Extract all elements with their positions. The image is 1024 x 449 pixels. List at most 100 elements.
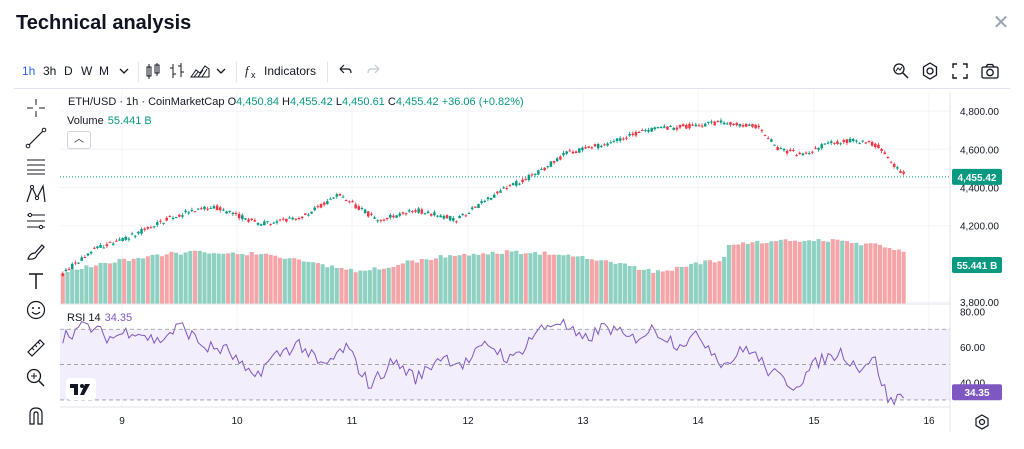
ruler-icon[interactable] [24,336,48,360]
volume-bar [896,249,901,304]
text-tool-icon[interactable] [24,269,48,293]
trend-line-icon[interactable] [24,126,48,150]
timeframe-m[interactable]: M [99,64,109,78]
brush-icon[interactable] [24,240,48,264]
crosshair-icon[interactable] [24,96,48,120]
candle-body [735,122,738,126]
volume-badge-bg [952,257,1002,273]
candle-body [206,208,209,210]
volume-bar [816,239,821,304]
candle-body [137,231,140,234]
open-value: 4,450.84 [236,96,279,108]
candle-body [738,124,742,127]
horizontal-lines-icon[interactable] [24,154,48,178]
volume-value: 55.441 B [107,115,152,127]
candle-body [392,215,395,218]
redo-icon[interactable] [363,60,385,82]
area-chart-icon[interactable] [189,60,211,82]
close-button[interactable]: ✕ [990,12,1012,34]
volume-bar [259,254,264,304]
candle-body [902,171,905,174]
candle-body [266,221,269,223]
volume-bar [254,254,259,304]
volume-bar [169,251,174,304]
volume-bar [363,270,368,304]
pattern-icon[interactable] [24,182,48,206]
chart-settings-icon[interactable] [972,412,992,432]
candle-body [726,123,729,125]
bars-icon[interactable] [166,60,188,82]
volume-bar [547,254,552,304]
volume-bar [603,260,609,304]
volume-bar [358,270,363,304]
candle-body [867,141,871,143]
camera-icon[interactable] [979,60,1001,82]
volume-bar [504,250,509,304]
candle-body [672,127,676,130]
candle-body [307,214,310,216]
rsi-length: 14 [88,312,101,324]
timeframe-d[interactable]: D [64,64,73,78]
volume-bar [585,258,590,304]
volume-bar [523,253,528,304]
candle-body [537,170,540,175]
candle-body [105,244,109,247]
volume-bar [93,265,98,304]
volume-bar [367,270,372,304]
timeframe-dropdown-icon[interactable] [113,60,135,82]
volume-bar [226,253,231,304]
candle-body [288,217,291,219]
fullscreen-icon[interactable] [949,60,971,82]
candle-body [870,141,874,146]
timeframe-w[interactable]: W [81,64,93,78]
candle-body [568,150,572,152]
volume-bar [481,253,486,304]
volume-bar [448,255,453,304]
candle-body [351,201,354,203]
candle-body [477,204,480,209]
settings-gear-icon[interactable] [919,60,941,82]
volume-bar [740,242,746,304]
indicators-button[interactable]: Indicators [264,64,317,78]
volume-bar [689,263,694,304]
magnet-icon[interactable] [24,404,48,428]
volume-bar [211,253,216,304]
candle-body [474,206,477,208]
volume-bar [98,262,103,304]
collapse-legend-button[interactable]: ︿ [67,131,91,149]
candle-body [716,120,720,122]
zoom-in-icon[interactable] [24,366,48,390]
volume-bar [457,255,462,304]
emoji-icon[interactable] [24,298,48,322]
fib-levels-icon[interactable] [24,210,48,234]
candle-body [203,206,206,210]
candles-icon[interactable] [142,60,164,82]
volume-bar [415,262,420,304]
chart-type-dropdown-icon[interactable] [210,60,232,82]
candle-body [552,160,556,163]
candle-body [637,132,641,134]
candle-body [470,207,474,209]
volume-bar [670,270,675,304]
price-tick-label: 4,800.00 [960,107,999,118]
candle-body [565,151,568,154]
volume-bar [443,257,448,304]
candle-body [272,222,276,224]
volume-bar [207,253,212,304]
zoom-search-icon[interactable] [890,60,912,82]
volume-bar [174,252,179,304]
volume-bar [556,254,561,304]
timeframe-1h[interactable]: 1h [22,64,36,78]
volume-bar [74,269,80,304]
undo-icon[interactable] [334,60,356,82]
candle-body [228,210,231,212]
candle-body [241,215,244,220]
candle-body [851,139,855,141]
volume-bar [495,253,500,304]
timeframe-3h[interactable]: 3h [43,64,57,78]
price-tick-label: 4,600.00 [960,145,999,156]
volume-bar [155,254,160,304]
candle-body [281,218,285,220]
